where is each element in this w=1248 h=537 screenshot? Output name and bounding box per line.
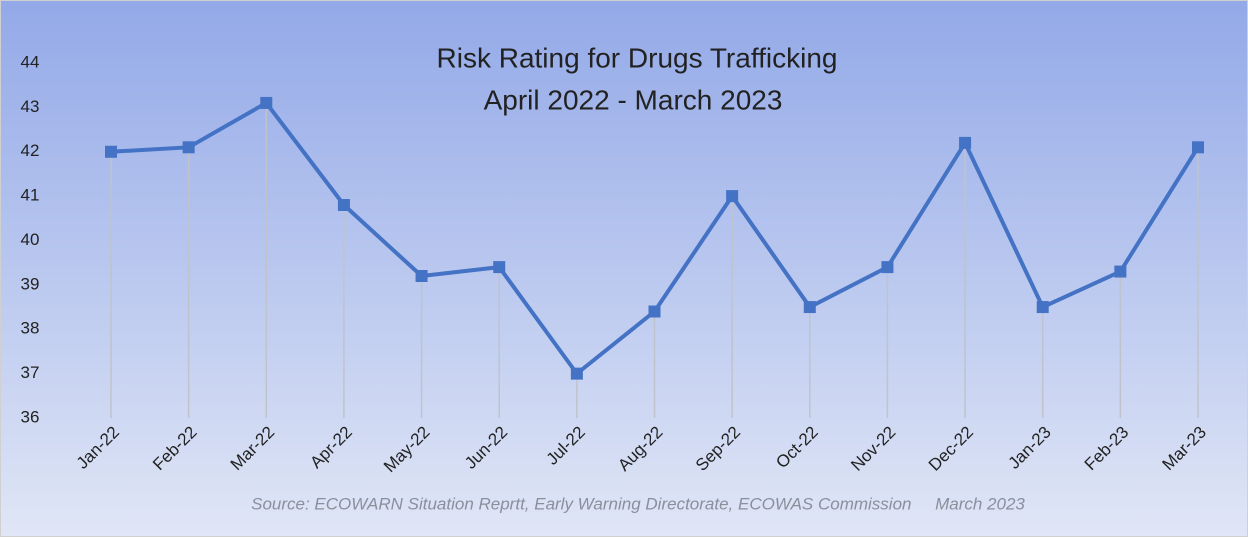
point-marker	[803, 301, 816, 314]
chart-subtitle: April 2022 - March 2023	[484, 84, 783, 115]
y-tick-label: 37	[21, 363, 40, 382]
point-marker	[337, 199, 350, 211]
chart-title: Risk Rating for Drugs Trafficking	[437, 42, 838, 73]
y-tick-label: 41	[21, 186, 40, 205]
y-tick-label: 38	[21, 319, 40, 338]
y-tick-label: 44	[21, 52, 40, 71]
point-marker	[182, 141, 195, 154]
y-tick-label: 43	[21, 97, 40, 116]
point-marker	[1114, 265, 1127, 278]
y-tick-label: 42	[21, 141, 40, 160]
source-note: Source: ECOWARN Situation Reprtt, Early …	[251, 494, 1025, 513]
y-tick-label: 39	[21, 274, 40, 293]
point-marker	[726, 190, 739, 203]
y-tick-label: 36	[21, 407, 40, 426]
point-marker	[1036, 301, 1049, 314]
point-marker	[959, 136, 972, 149]
point-marker	[105, 145, 117, 158]
point-marker	[493, 261, 506, 274]
point-marker	[260, 96, 273, 109]
y-tick-label: 40	[21, 230, 40, 249]
point-marker	[570, 367, 583, 380]
point-marker	[1192, 141, 1204, 154]
point-marker	[415, 270, 428, 282]
point-marker	[881, 261, 894, 274]
point-marker	[648, 305, 661, 318]
